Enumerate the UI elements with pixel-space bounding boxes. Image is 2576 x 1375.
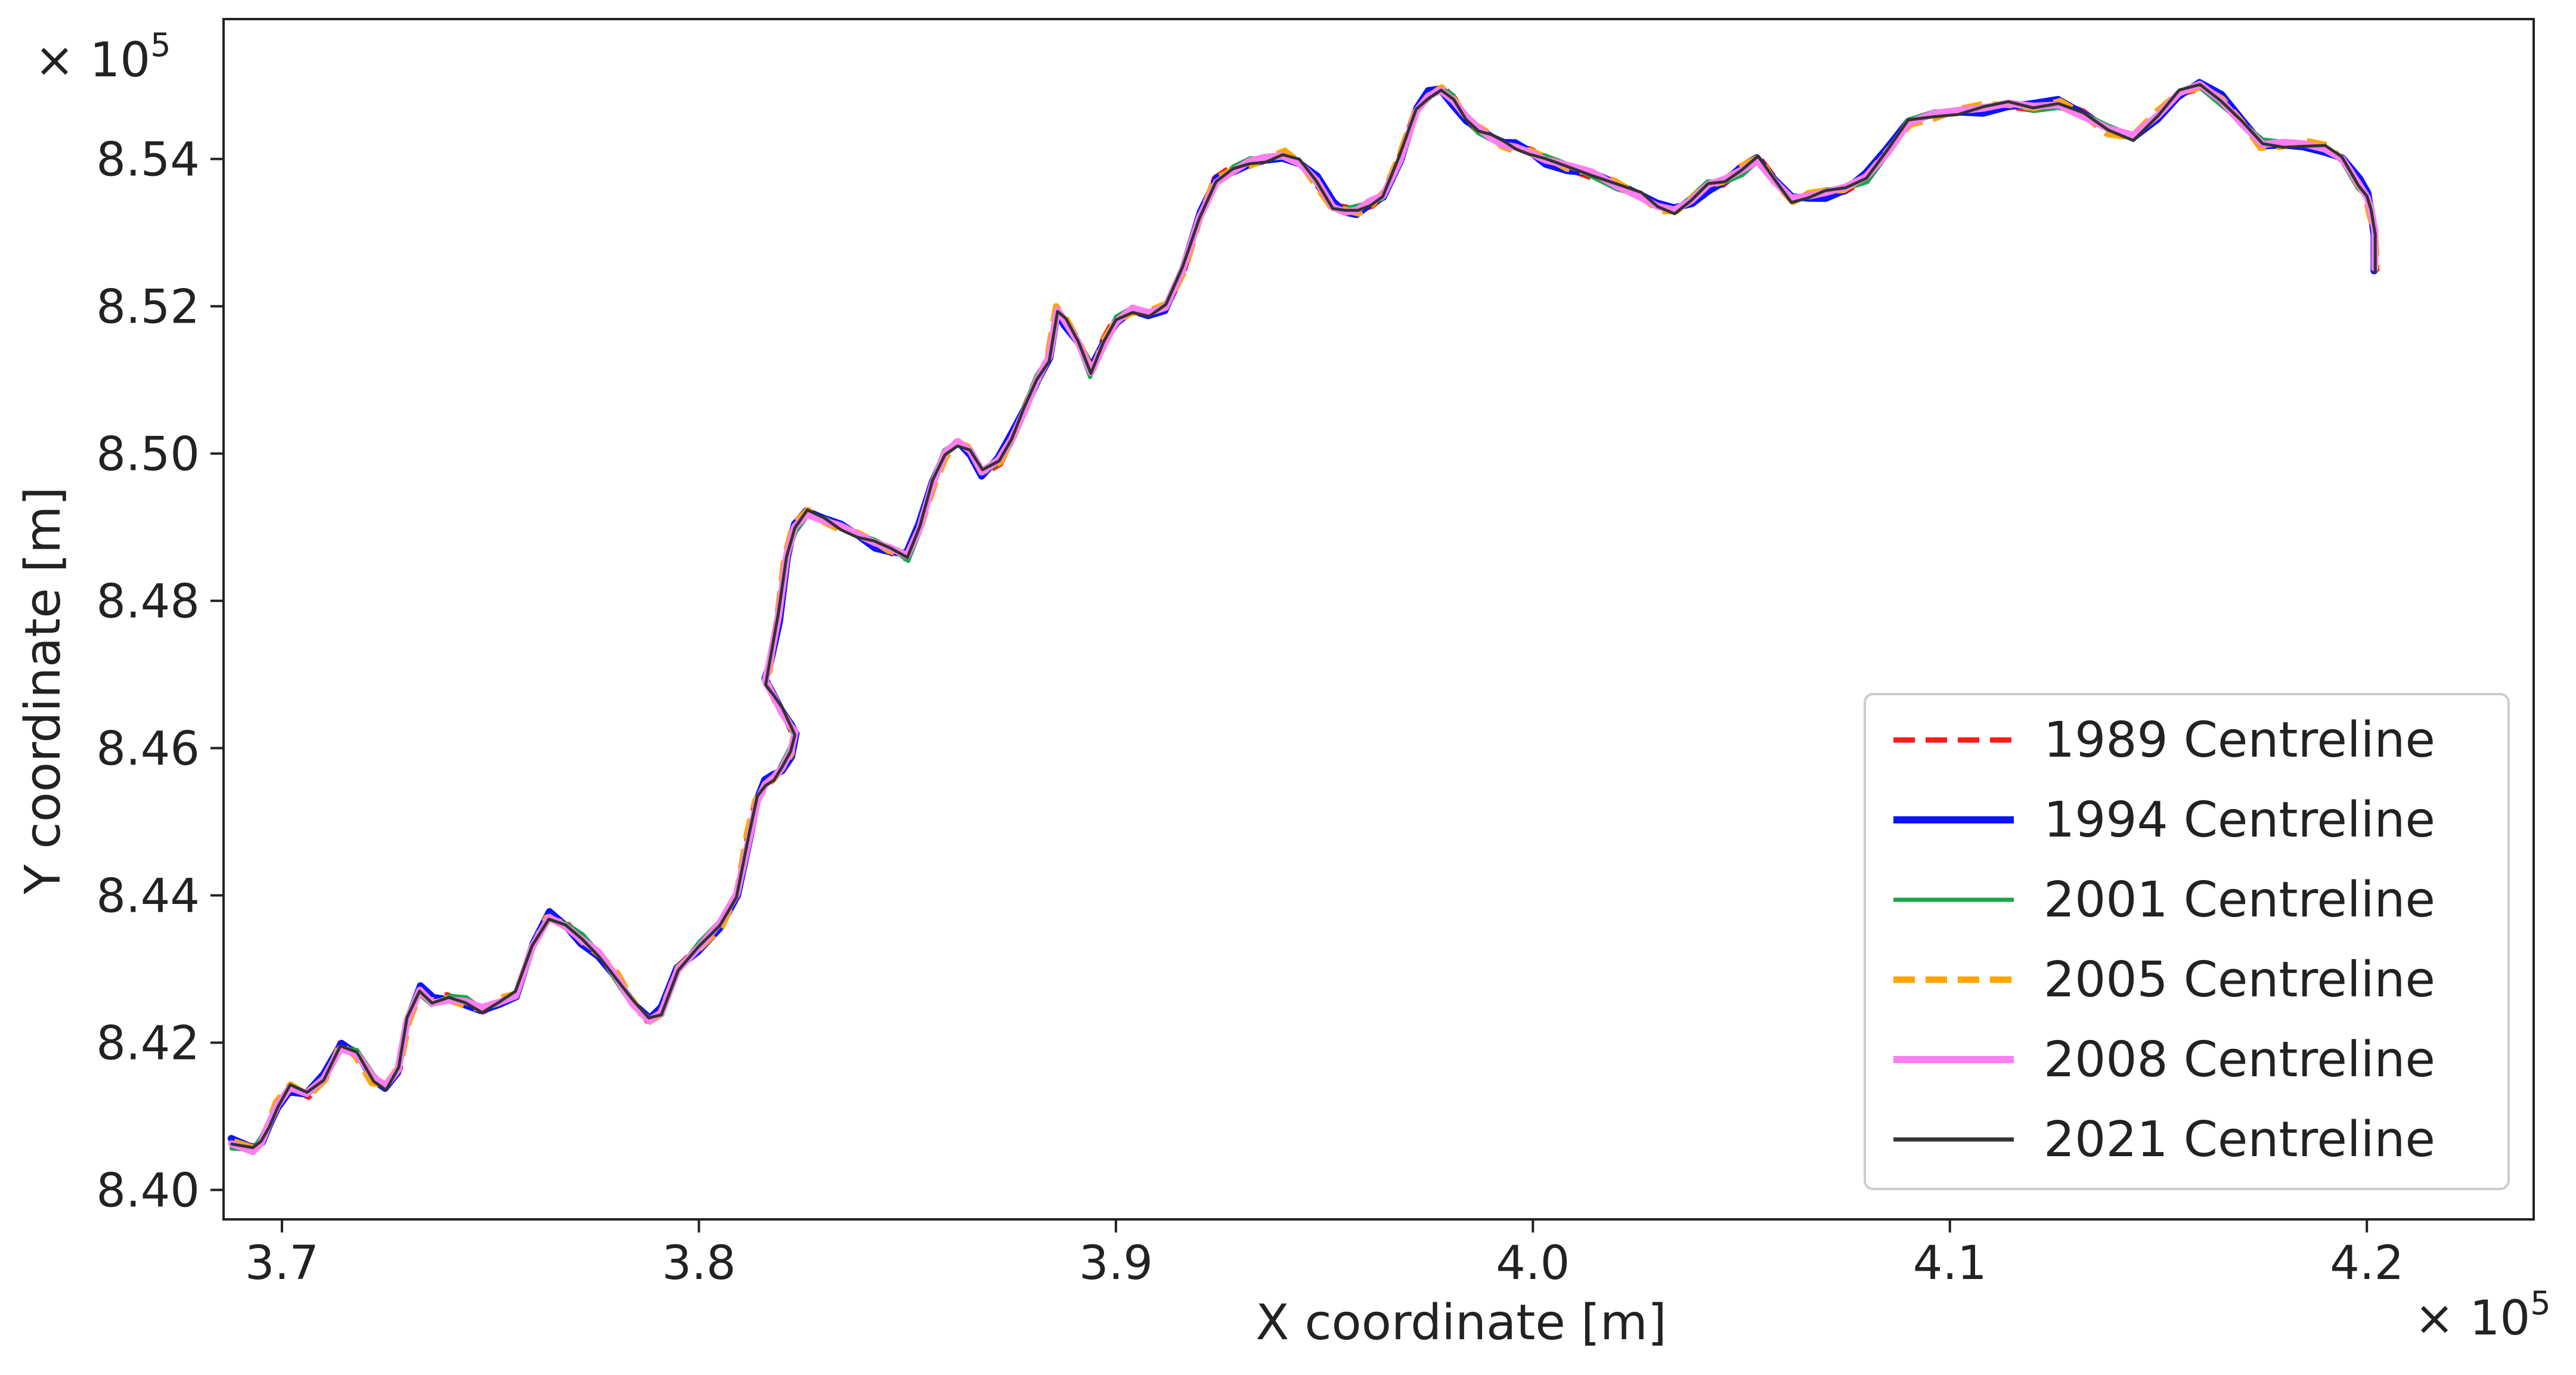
- legend-box: [1864, 693, 2510, 1190]
- legend-entry-label: 2005 Centreline: [2044, 952, 2435, 1008]
- y-tick-label: 8.48: [96, 575, 200, 629]
- y-tick-label: 8.42: [96, 1017, 200, 1071]
- y-tick-label: 8.44: [96, 870, 200, 924]
- x-tick-label: 3.8: [662, 1237, 736, 1290]
- y-tick-label: 8.40: [96, 1165, 200, 1218]
- y-offset-label: × 105: [35, 26, 171, 88]
- x-tick-label: 3.7: [245, 1237, 319, 1290]
- y-tick-label: 8.46: [96, 723, 200, 776]
- x-tick-label: 4.1: [1913, 1237, 1987, 1290]
- series-line-2021: [230, 83, 2377, 1150]
- y-axis-label: Y coordinate [m]: [15, 487, 72, 894]
- x-tick-label: 4.0: [1496, 1237, 1570, 1290]
- legend-entry-label: 2021 Centreline: [2044, 1111, 2435, 1168]
- x-axis-ticks: 3.7 3.8 3.9 4.0 4.1 4.2: [245, 1219, 2404, 1290]
- legend-entry-label: 2001 Centreline: [2044, 872, 2435, 928]
- x-axis-label: X coordinate [m]: [1256, 1295, 1667, 1351]
- series-layer: [227, 79, 2380, 1156]
- legend-entry-label: 2008 Centreline: [2044, 1032, 2435, 1088]
- legend: 1989 Centreline 1994 Centreline 2001 Centr…: [1864, 693, 2510, 1190]
- legend-entry-label: 1994 Centreline: [2044, 792, 2435, 848]
- y-axis-ticks: 8.40 8.42 8.44 8.46 8.48 8.50 8.52 8.54: [96, 134, 224, 1218]
- y-tick-label: 8.50: [96, 428, 200, 482]
- y-tick-label: 8.54: [96, 134, 200, 187]
- plot-frame: [222, 18, 2535, 1221]
- legend-entry-label: 1989 Centreline: [2044, 712, 2435, 769]
- y-tick-label: 8.52: [96, 281, 200, 335]
- x-offset-label: × 105: [2414, 1284, 2551, 1346]
- x-tick-label: 3.9: [1079, 1237, 1153, 1290]
- x-tick-label: 4.2: [2330, 1237, 2404, 1290]
